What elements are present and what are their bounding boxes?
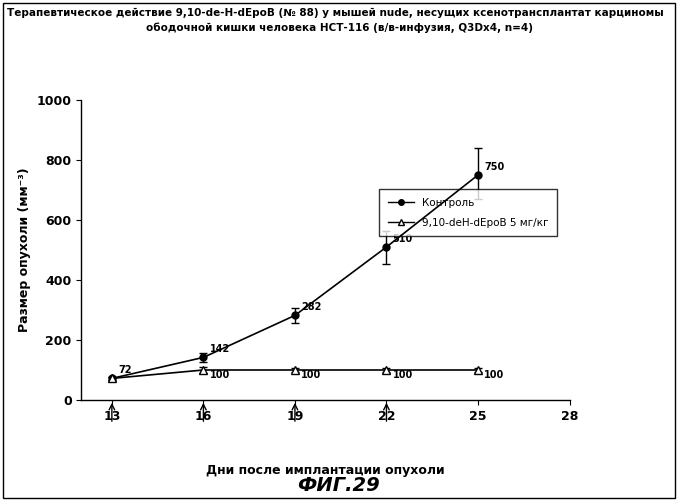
X-axis label: Дни после имплантации опухоли: Дни после имплантации опухоли [206,464,445,477]
Text: ободочной кишки человека НСТ-116 (в/в-инфузия, Q3Dx4, n=4): ободочной кишки человека НСТ-116 (в/в-ин… [146,22,532,33]
Text: 750: 750 [484,162,504,172]
Text: 100: 100 [484,370,504,380]
Text: 100: 100 [393,370,413,380]
Text: ФИГ.29: ФИГ.29 [298,476,380,495]
Text: 282: 282 [301,302,321,312]
Text: 72: 72 [118,365,132,375]
Text: Терапевтическое действие 9,10-de-H-dEpoB (№ 88) у мышей nude, несущих ксенотранс: Терапевтическое действие 9,10-de-H-dEpoB… [7,8,664,18]
Text: 100: 100 [301,370,321,380]
Text: 100: 100 [210,370,230,380]
Y-axis label: Размер опухоли (мм⁻³): Размер опухоли (мм⁻³) [18,168,31,332]
Text: 142: 142 [210,344,230,354]
Text: 510: 510 [393,234,413,243]
Legend: Контроль, 9,10-deH-dEpoB 5 мг/кг: Контроль, 9,10-deH-dEpoB 5 мг/кг [380,189,557,236]
